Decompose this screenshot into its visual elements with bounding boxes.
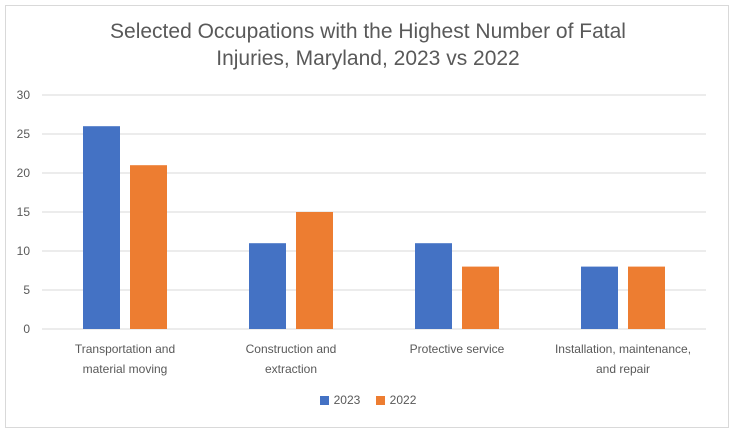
x-category-label: Transportation and [75, 342, 175, 356]
bar-2023-cat-2 [415, 243, 452, 329]
x-category-label: and repair [596, 362, 650, 376]
bar-2023-cat-0 [83, 126, 120, 329]
bar-2022-cat-2 [462, 266, 499, 329]
bar-2022-cat-1 [296, 212, 333, 329]
bar-2022-cat-3 [628, 266, 665, 329]
chart-title: Selected Occupations with the Highest Nu… [0, 18, 736, 72]
bar-2023-cat-1 [249, 243, 286, 329]
legend-swatch-2023 [319, 395, 329, 405]
legend-item-2022: 2022 [375, 393, 417, 407]
legend-item-2023: 2023 [319, 393, 361, 407]
y-tick-label: 10 [17, 244, 31, 258]
y-tick-label: 25 [17, 127, 31, 141]
y-tick-label: 0 [23, 322, 30, 336]
x-category-label: Construction and [246, 342, 337, 356]
y-tick-label: 5 [23, 283, 30, 297]
bar-2023-cat-3 [581, 266, 618, 329]
y-tick-label: 20 [17, 166, 31, 180]
x-category-label: material moving [83, 362, 168, 376]
x-category-label: extraction [265, 362, 317, 376]
x-category-label: Installation, maintenance, [555, 342, 691, 356]
x-category-label: Protective service [410, 342, 505, 356]
y-tick-label: 30 [17, 88, 31, 102]
chart-title-line-2: Injuries, Maryland, 2023 vs 2022 [216, 47, 520, 70]
legend-swatch-2022 [375, 395, 385, 405]
chart-title-line-1: Selected Occupations with the Highest Nu… [110, 20, 626, 43]
chart-frame [5, 5, 729, 428]
bar-2022-cat-0 [130, 165, 167, 329]
legend-label-2023: 2023 [333, 393, 361, 407]
legend: 2023 2022 [0, 393, 736, 408]
legend-label-2022: 2022 [389, 393, 417, 407]
y-tick-label: 15 [17, 205, 31, 219]
